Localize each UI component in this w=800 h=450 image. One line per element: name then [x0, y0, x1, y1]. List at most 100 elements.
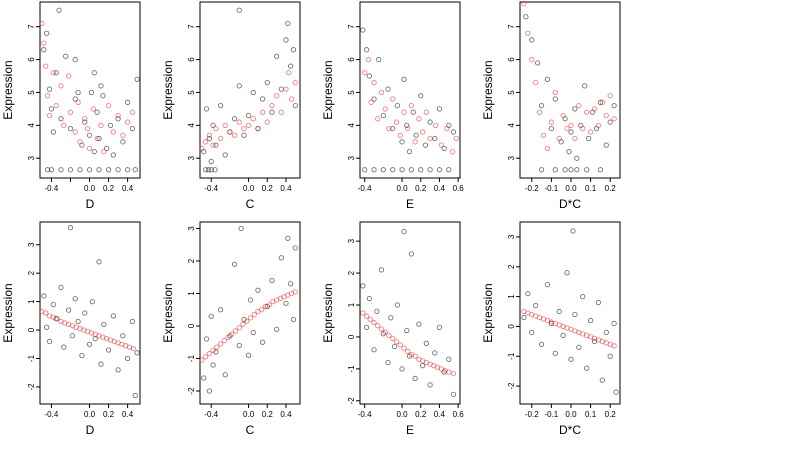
scatter-panel: -0.4 0.0 0.2 0.4 0.6 -2 -1 0 1 2 3 E Expression [321, 221, 464, 437]
data-point [423, 340, 430, 346]
data-point [401, 76, 407, 82]
data-point [568, 167, 574, 173]
data-point [371, 96, 377, 102]
x-tick-label: -0.2 [525, 184, 539, 193]
data-point [67, 167, 74, 173]
data-point [587, 129, 594, 135]
data-point [529, 329, 535, 336]
data-point [213, 349, 219, 355]
data-point [595, 122, 602, 129]
y-tick-label: 4 [187, 123, 196, 128]
data-point [582, 83, 588, 89]
data-point [538, 167, 545, 173]
data-point [213, 142, 219, 148]
data-point [231, 261, 238, 267]
data-point [401, 345, 407, 351]
data-point [556, 308, 562, 315]
plot-frame [519, 221, 621, 405]
data-point [115, 167, 121, 173]
data-point [292, 245, 298, 251]
data-point [371, 79, 377, 86]
y-tick-label: -2 [507, 382, 516, 390]
x-tick-label: 0.4 [122, 410, 134, 419]
data-point [404, 122, 410, 129]
y-tick-label: 3 [187, 155, 196, 160]
data-point [105, 167, 112, 173]
data-point [259, 96, 266, 102]
data-point [50, 301, 56, 308]
data-point [603, 329, 609, 336]
x-tick-label: -0.4 [204, 410, 218, 419]
y-axis-title: Expression [161, 60, 175, 119]
data-point [394, 102, 401, 109]
x-tick-label: -0.4 [358, 184, 372, 193]
data-point [427, 135, 433, 142]
data-point [290, 316, 297, 323]
data-point [529, 56, 535, 63]
data-point [269, 102, 275, 109]
data-point [529, 37, 535, 43]
y-tick-label: -2 [27, 383, 36, 391]
data-point [264, 119, 270, 125]
data-point [607, 353, 613, 359]
data-point [611, 320, 617, 327]
data-point [412, 375, 418, 382]
data-point [203, 336, 210, 342]
data-point [538, 341, 545, 347]
y-tick-label: 6 [507, 57, 516, 62]
data-point [405, 126, 411, 132]
data-point [597, 99, 604, 105]
data-point [533, 79, 539, 86]
data-point [203, 106, 210, 112]
y-tick-label: 2 [27, 270, 36, 275]
data-point [56, 7, 62, 13]
data-point [416, 116, 422, 122]
data-point [98, 361, 104, 367]
data-point [65, 307, 72, 313]
data-point [406, 149, 413, 155]
data-point [238, 225, 244, 232]
data-point [115, 367, 121, 373]
y-axis-title: Expression [321, 60, 335, 119]
data-point [446, 369, 452, 375]
scatter-panel: -0.4 0.0 0.2 0.4 -2 -1 0 1 2 3 C Expression [161, 221, 301, 437]
data-point [552, 96, 558, 102]
data-point [562, 167, 568, 173]
data-point [412, 139, 418, 145]
data-point [288, 281, 294, 287]
x-tick-label: -0.4 [358, 410, 372, 419]
data-point [580, 126, 586, 132]
data-point [115, 112, 121, 119]
x-tick-label: -0.1 [544, 410, 558, 419]
x-tick-label: 0.2 [262, 184, 274, 193]
data-point [132, 392, 138, 399]
data-point [385, 359, 391, 366]
y-tick-label: 0 [347, 334, 356, 339]
data-point [391, 343, 398, 350]
data-point [568, 356, 574, 362]
data-point [221, 337, 227, 344]
y-tick-label: 2 [507, 264, 516, 269]
y-tick-label: 2 [187, 258, 196, 263]
data-point [129, 109, 136, 115]
data-point [603, 112, 609, 119]
data-point [244, 318, 250, 324]
data-point [75, 99, 81, 105]
x-tick-label: 0.4 [434, 184, 446, 193]
data-point [75, 318, 81, 325]
data-point [54, 316, 60, 322]
y-tick-label: 3 [507, 155, 516, 160]
data-point [41, 47, 47, 53]
x-axis-title: E [406, 197, 414, 211]
y-axis-title: Expression [321, 283, 335, 342]
data-point [231, 132, 238, 138]
data-point [544, 76, 551, 82]
data-point [436, 324, 443, 331]
x-tick-label: 0.6 [453, 184, 465, 193]
data-point [58, 116, 64, 122]
data-point [436, 106, 443, 112]
y-tick-label: -1 [27, 354, 36, 362]
data-point [91, 149, 97, 155]
data-point [375, 116, 381, 122]
